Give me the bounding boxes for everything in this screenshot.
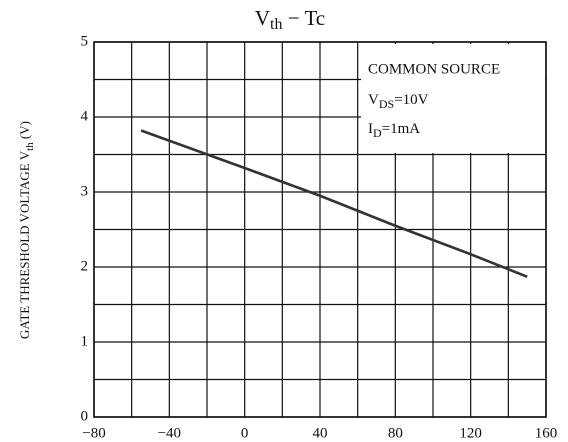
annotation: ID=1mA <box>368 121 420 139</box>
x-tick-label: 120 <box>459 425 482 441</box>
y-tick-label: 2 <box>81 258 89 274</box>
y-tick-label: 4 <box>81 108 89 124</box>
annotation-rest: =1mA <box>382 121 421 137</box>
x-tick-label: 80 <box>388 425 403 441</box>
y-label-rest: (V) <box>17 121 32 142</box>
x-tick-label: 40 <box>313 425 328 441</box>
plot-frame <box>93 41 547 418</box>
title-rest: − Tc <box>282 6 325 30</box>
annotation-main: I <box>368 121 373 137</box>
x-tick-label: 0 <box>241 425 249 441</box>
annotation-sub: D <box>373 126 382 140</box>
x-tick-label: −80 <box>82 425 105 441</box>
annotation-sub: DS <box>379 97 394 111</box>
annotation-box <box>361 44 545 153</box>
x-tick-label: −40 <box>158 425 181 441</box>
y-tick-label: 3 <box>81 183 89 199</box>
x-tick-label: 160 <box>535 425 558 441</box>
chart-title: Vth − Tc <box>255 6 325 33</box>
annotation-rest: =10V <box>394 92 428 108</box>
annotation: VDS=10V <box>368 92 429 110</box>
y-label-sub: th <box>24 142 36 151</box>
annotation-main: V <box>368 92 379 108</box>
annotation: COMMON SOURCE <box>368 61 500 77</box>
title-main: V <box>255 6 270 30</box>
y-axis-label: GATE THRESHOLD VOLTAGE Vth (V) <box>17 121 36 339</box>
y-tick-label: 5 <box>81 33 89 49</box>
y-tick-label: 0 <box>81 408 89 424</box>
y-tick-label: 1 <box>81 333 89 349</box>
title-sub: th <box>270 16 282 33</box>
data-line <box>140 129 528 278</box>
y-label-main: GATE THRESHOLD VOLTAGE V <box>17 150 32 339</box>
